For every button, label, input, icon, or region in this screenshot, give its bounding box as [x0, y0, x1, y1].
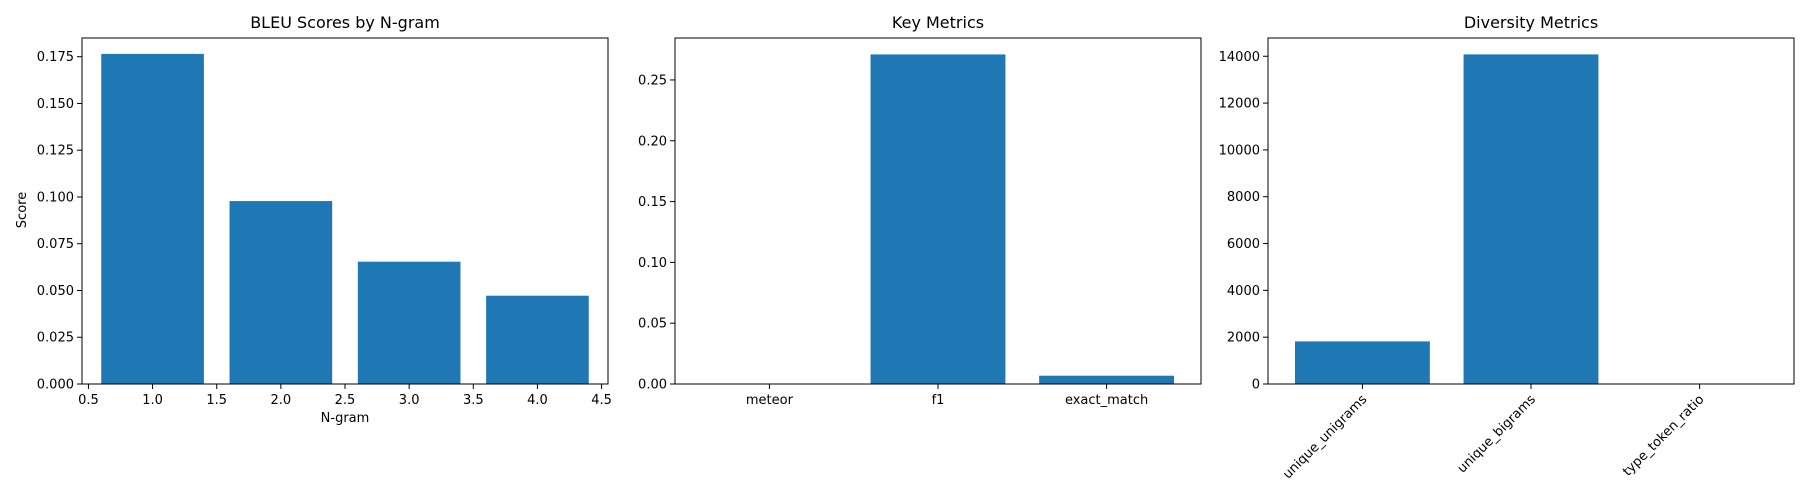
bar	[1294, 341, 1430, 384]
bar	[357, 261, 461, 384]
y-tick-label: 0	[1252, 378, 1260, 393]
chart-title: BLEU Scores by N-gram	[250, 13, 440, 32]
y-tick-label: 0.05	[638, 317, 667, 332]
y-tick-label: 10000	[1219, 143, 1260, 158]
x-tick-label: 4.5	[591, 393, 612, 408]
chart-panel-key-metrics: Key Metrics 0.00 0.05 0.10 0.15 0.20 0.25 mete…	[638, 13, 1202, 408]
y-tick-label: 0.025	[37, 331, 74, 346]
x-tick-label: 0.5	[78, 393, 99, 408]
y-tick-label: 14000	[1219, 50, 1260, 65]
x-tick-label: 2.0	[271, 393, 292, 408]
y-tick-label: 6000	[1227, 237, 1260, 252]
x-tick-label: 1.0	[142, 393, 163, 408]
x-tick-label: f1	[932, 393, 945, 408]
y-tick-label: 0.20	[638, 134, 667, 149]
y-axis-label: Score	[15, 192, 30, 228]
y-tick-label: 0.125	[37, 144, 74, 159]
chart-title: Key Metrics	[892, 13, 984, 32]
y-tick-label: 8000	[1227, 190, 1260, 205]
bar	[1463, 54, 1599, 384]
x-tick-label: 1.5	[206, 393, 227, 408]
y-tick-label: 0.25	[638, 73, 667, 88]
x-axis-label: N-gram	[321, 411, 370, 426]
y-tick-label: 0.15	[638, 195, 667, 210]
chart-title: Diversity Metrics	[1464, 13, 1598, 32]
y-tick-label: 0.000	[37, 378, 74, 393]
y-tick-label: 2000	[1227, 331, 1260, 346]
bar	[870, 54, 1006, 385]
axes-frame	[81, 37, 609, 385]
y-tick-label: 0.150	[37, 97, 74, 112]
bar	[486, 295, 589, 384]
x-tick-label: 3.5	[463, 393, 484, 408]
y-tick-label: 12000	[1219, 97, 1260, 112]
y-tick-label: 0.075	[37, 237, 74, 252]
bar	[229, 201, 333, 384]
plot-area-bleu: 0.000 0.025 0.050 0.075 0.100 0.125 0.150 0.175…	[37, 37, 612, 408]
x-tick-label: exact_match	[1065, 393, 1148, 408]
chart-panel-bleu: BLEU Scores by N-gram Score N-gram 0.000…	[15, 13, 612, 426]
x-tick-label: meteor	[746, 393, 794, 408]
bar	[101, 53, 204, 384]
axes-frame	[1267, 37, 1795, 385]
bar	[1039, 375, 1175, 384]
y-tick-label: 0.175	[37, 50, 74, 65]
y-tick-label: 0.00	[638, 378, 667, 393]
y-tick-label: 0.050	[37, 284, 74, 299]
y-tick-label: 4000	[1227, 284, 1260, 299]
y-tick-label: 0.100	[37, 190, 74, 205]
plot-area-key-metrics: 0.00 0.05 0.10 0.15 0.20 0.25 meteor f1 exact_ma…	[638, 37, 1202, 408]
x-tick-label: 3.0	[399, 393, 420, 408]
x-tick-label: 2.5	[335, 393, 356, 408]
axes-frame	[674, 37, 1202, 385]
x-tick-label: 4.0	[527, 393, 548, 408]
y-tick-label: 0.10	[638, 256, 667, 271]
